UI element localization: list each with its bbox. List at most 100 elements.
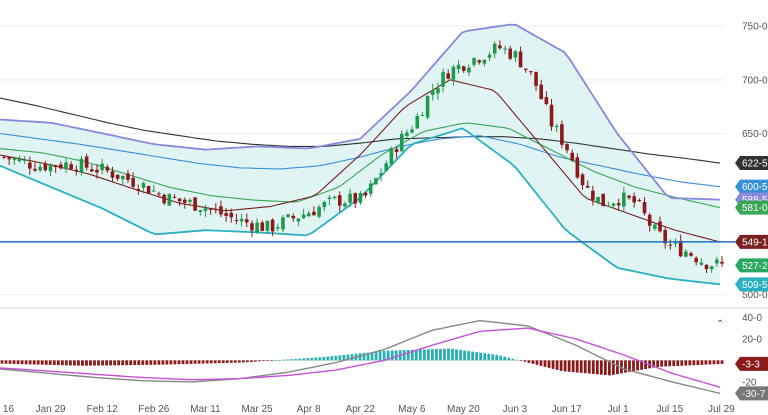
candlestick <box>368 180 373 198</box>
candlestick <box>544 91 549 106</box>
candle-body <box>363 192 368 196</box>
histogram-bar <box>113 360 117 366</box>
macd-tick-label: -20 <box>742 377 757 388</box>
histogram-bar <box>330 356 334 361</box>
histogram-bar <box>266 360 269 361</box>
histogram-bar <box>418 349 422 361</box>
candle-body <box>560 124 564 145</box>
histogram-bar <box>471 351 475 361</box>
candlestick <box>374 177 378 186</box>
candlestick <box>48 163 53 177</box>
histogram-bar <box>181 360 185 365</box>
histogram-bar <box>426 349 430 361</box>
candlestick <box>136 184 141 195</box>
histogram-bar <box>410 349 414 361</box>
candle-body <box>539 84 544 100</box>
price-tick-label: 700-0 <box>742 75 768 86</box>
histogram-bar <box>692 360 696 366</box>
candle-body <box>467 67 471 73</box>
candle-body <box>653 224 657 229</box>
histogram-bar <box>326 356 330 361</box>
tag-shape <box>735 258 768 273</box>
histogram-bar <box>89 360 92 366</box>
candlestick <box>487 51 492 62</box>
histogram-bar <box>121 360 125 366</box>
histogram-bar <box>105 360 108 366</box>
histogram-bar <box>48 360 52 365</box>
histogram-bar <box>153 360 157 365</box>
candle-body <box>188 199 192 202</box>
candlestick <box>715 256 719 267</box>
histogram-bar <box>676 360 680 366</box>
histogram-bar <box>125 360 129 366</box>
candle-body <box>22 159 27 161</box>
histogram-bar <box>36 360 40 365</box>
candle-body <box>704 264 709 270</box>
histogram-bar <box>672 360 676 367</box>
histogram-bar <box>595 360 599 375</box>
histogram-bar <box>386 350 390 361</box>
date-tick-label: May 20 <box>447 404 480 415</box>
candlestick <box>622 186 626 211</box>
candle-body <box>121 175 125 180</box>
tag-shape <box>735 200 768 215</box>
macd-tag: -30-7 <box>735 386 768 401</box>
histogram-bar <box>607 360 611 376</box>
candle-body <box>224 213 228 216</box>
candlestick <box>606 201 611 207</box>
histogram-bar <box>708 360 712 365</box>
candlestick <box>596 196 600 205</box>
candlestick <box>425 95 430 120</box>
candle-body <box>286 214 290 217</box>
candle-body <box>281 217 285 230</box>
candle-body <box>291 215 296 219</box>
candle-body <box>115 174 120 179</box>
candlestick <box>110 166 115 183</box>
candlestick <box>2 156 6 159</box>
candle-body <box>12 158 17 160</box>
collapse-chevron-icon[interactable]: ⌃ <box>716 319 724 330</box>
candlestick <box>430 83 435 101</box>
histogram-bar <box>439 348 442 361</box>
candle-body <box>162 194 166 204</box>
histogram-bar <box>93 360 96 366</box>
candle-body <box>642 202 647 214</box>
candlestick <box>653 222 657 231</box>
candlestick <box>281 215 285 233</box>
histogram-bar <box>133 360 137 366</box>
candlestick <box>291 213 296 222</box>
histogram-bar <box>217 360 221 364</box>
candle-body <box>198 210 203 212</box>
histogram-bar <box>684 360 688 366</box>
histogram-bar <box>712 360 716 365</box>
candle-body <box>322 201 327 208</box>
histogram-bar <box>720 360 724 364</box>
candle-body <box>255 222 259 233</box>
histogram-bar <box>64 360 68 366</box>
histogram-bar <box>302 358 306 361</box>
histogram-bar <box>16 360 20 365</box>
histogram-bar <box>68 360 72 366</box>
candle-body <box>436 88 440 94</box>
candle-body <box>208 208 213 210</box>
candle-body <box>69 164 73 170</box>
candle-body <box>59 164 63 169</box>
candlestick <box>560 120 564 149</box>
candle-body <box>203 208 208 211</box>
histogram-bar <box>583 360 587 374</box>
histogram-bar <box>519 360 523 361</box>
candlestick <box>363 191 368 198</box>
histogram-bar <box>254 360 257 362</box>
histogram-bar <box>559 360 563 371</box>
histogram-bar <box>129 360 133 366</box>
candle-body <box>182 199 187 203</box>
candle-body <box>332 196 337 199</box>
histogram-bar <box>145 360 149 365</box>
histogram-bar <box>189 360 193 364</box>
candle-body <box>79 158 84 173</box>
candlestick <box>601 193 605 207</box>
candle-body <box>260 222 265 231</box>
histogram-bar <box>652 360 656 368</box>
date-tick-label: Jul 29 <box>708 404 735 415</box>
candlestick <box>399 130 404 152</box>
